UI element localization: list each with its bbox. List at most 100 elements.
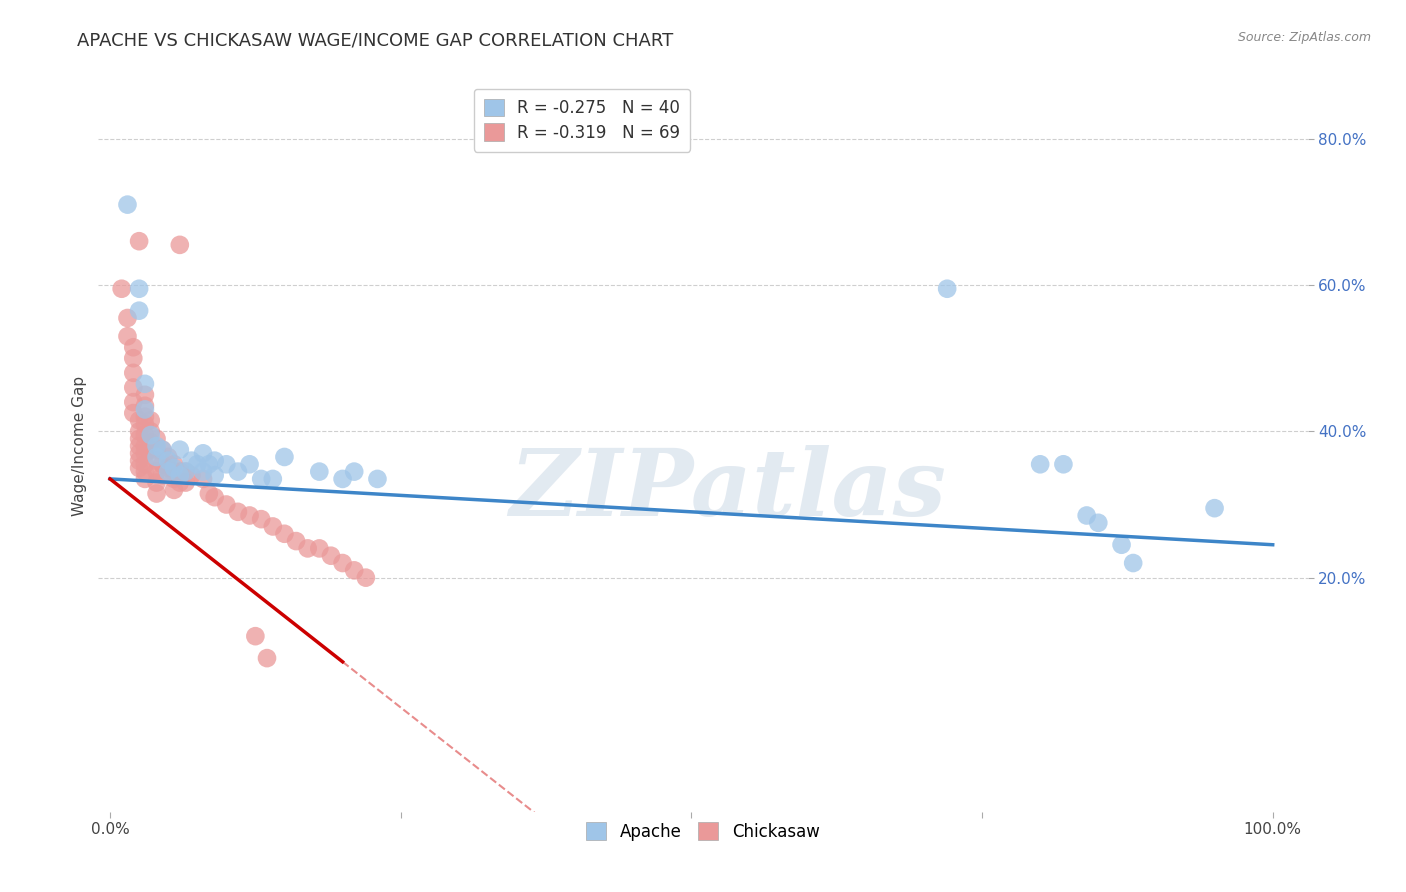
Point [128,461,150,475]
Point [117,329,139,343]
Point [250,472,273,486]
Point [134,399,156,413]
Text: ZIPatlas: ZIPatlas [509,445,946,535]
Point [169,237,191,252]
Point [343,563,366,577]
Point [145,453,167,467]
Point [134,388,156,402]
Point [1029,457,1052,471]
Y-axis label: Wage/Income Gap: Wage/Income Gap [72,376,87,516]
Point [134,376,156,391]
Point [215,498,238,512]
Point [297,541,319,556]
Point [169,442,191,457]
Point [186,457,208,471]
Point [145,442,167,457]
Text: APACHE VS CHICKASAW WAGE/INCOME GAP CORRELATION CHART: APACHE VS CHICKASAW WAGE/INCOME GAP CORR… [77,31,673,49]
Point [180,453,202,467]
Point [273,526,295,541]
Point [1122,556,1144,570]
Point [122,380,145,394]
Point [117,197,139,211]
Point [319,549,342,563]
Point [145,439,167,453]
Point [239,508,262,523]
Point [239,457,262,471]
Point [273,450,295,464]
Point [1087,516,1109,530]
Point [163,472,186,486]
Point [174,465,197,479]
Point [128,413,150,427]
Point [134,417,156,431]
Point [145,486,167,500]
Point [163,461,186,475]
Point [145,432,167,446]
Point [262,472,284,486]
Point [215,457,238,471]
Point [226,465,249,479]
Point [139,413,162,427]
Point [169,468,191,483]
Point [128,303,150,318]
Point [139,428,162,442]
Point [332,556,354,570]
Point [163,483,186,497]
Point [204,468,226,483]
Point [145,450,167,464]
Point [122,340,145,354]
Point [354,571,377,585]
Point [157,453,180,467]
Point [139,442,162,457]
Legend: Apache, Chickasaw: Apache, Chickasaw [579,816,827,847]
Point [128,439,150,453]
Point [122,395,145,409]
Point [150,442,173,457]
Point [134,472,156,486]
Point [262,519,284,533]
Point [150,442,173,457]
Point [191,465,214,479]
Point [122,351,145,366]
Point [150,468,173,483]
Point [157,450,180,464]
Text: Source: ZipAtlas.com: Source: ZipAtlas.com [1237,31,1371,45]
Point [332,472,354,486]
Point [111,282,134,296]
Point [343,465,366,479]
Point [128,432,150,446]
Point [366,472,388,486]
Point [285,534,308,549]
Point [145,475,167,490]
Point [180,468,202,483]
Point [134,402,156,417]
Point [191,446,214,460]
Point [128,453,150,467]
Point [134,457,156,471]
Point [226,505,249,519]
Point [157,461,180,475]
Point [1204,501,1226,516]
Point [134,439,156,453]
Point [1111,538,1133,552]
Point [256,651,278,665]
Point [245,629,267,643]
Point [1076,508,1098,523]
Point [191,472,214,486]
Point [163,465,186,479]
Point [174,465,197,479]
Point [122,366,145,380]
Point [139,435,162,450]
Point [128,425,150,439]
Point [174,475,197,490]
Point [139,425,162,439]
Point [198,457,221,471]
Point [117,310,139,325]
Point [134,428,156,442]
Point [134,465,156,479]
Point [936,282,959,296]
Point [128,282,150,296]
Point [308,541,330,556]
Point [128,234,150,248]
Point [169,465,191,479]
